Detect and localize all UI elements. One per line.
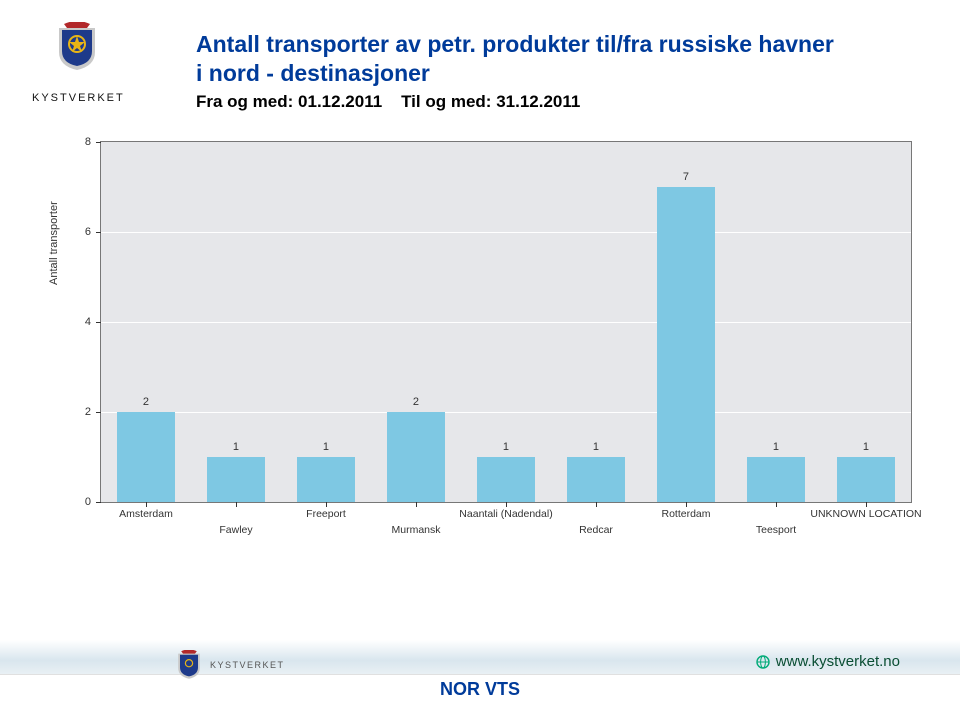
footer-center-text: NOR VTS — [0, 679, 960, 700]
footer-url[interactable]: www.kystverket.no — [776, 653, 900, 670]
plot-area: 024682Amsterdam1Fawley1Freeport2Murmansk… — [100, 141, 912, 503]
to-label: Til og med: — [401, 92, 491, 111]
y-axis-label: Antall transporter — [48, 201, 60, 285]
y-tick-label: 2 — [85, 406, 91, 418]
gridline — [101, 412, 911, 413]
y-tick-label: 6 — [85, 226, 91, 238]
x-tick-mark — [146, 502, 147, 507]
shield-icon — [176, 650, 202, 680]
x-tick-label: Fawley — [219, 524, 252, 536]
bar-value-label: 1 — [863, 441, 869, 453]
y-tick-mark — [96, 412, 101, 413]
x-tick-label: Rotterdam — [661, 508, 710, 520]
x-tick-label: Freeport — [306, 508, 346, 520]
page-title: Antall transporter av petr. produkter ti… — [196, 30, 836, 88]
y-tick-mark — [96, 322, 101, 323]
date-range: Fra og med: 01.12.2011 Til og med: 31.12… — [196, 92, 580, 112]
from-value: 01.12.2011 — [298, 92, 382, 111]
bar: 1 — [837, 457, 895, 502]
bar: 1 — [747, 457, 805, 502]
footer-brand: KYSTVERKET — [176, 650, 285, 680]
y-tick-mark — [96, 502, 101, 503]
slide: KYSTVERKET Antall transporter av petr. p… — [0, 0, 960, 710]
footer-url-wrap: www.kystverket.no — [756, 653, 900, 670]
y-tick-mark — [96, 232, 101, 233]
bar-value-label: 1 — [233, 441, 239, 453]
chart: Antall transporter 024682Amsterdam1Fawle… — [54, 135, 916, 575]
x-tick-mark — [866, 502, 867, 507]
bar: 1 — [477, 457, 535, 502]
globe-icon — [756, 655, 770, 669]
bar: 7 — [657, 187, 715, 502]
x-tick-mark — [236, 502, 237, 507]
bar: 1 — [297, 457, 355, 502]
y-tick-label: 0 — [85, 496, 91, 508]
y-tick-label: 4 — [85, 316, 91, 328]
x-tick-mark — [686, 502, 687, 507]
x-tick-label: Teesport — [756, 524, 796, 536]
x-tick-mark — [596, 502, 597, 507]
bar-value-label: 7 — [683, 171, 689, 183]
bar-value-label: 1 — [593, 441, 599, 453]
x-tick-label: Murmansk — [391, 524, 440, 536]
x-tick-label: Redcar — [579, 524, 613, 536]
brand-logo — [56, 22, 110, 86]
bar-value-label: 1 — [323, 441, 329, 453]
from-label: Fra og med: — [196, 92, 293, 111]
bar-value-label: 2 — [143, 396, 149, 408]
gridline — [101, 232, 911, 233]
bar: 2 — [387, 412, 445, 502]
x-tick-mark — [776, 502, 777, 507]
footer: KYSTVERKET NOR VTS www.kystverket.no — [0, 618, 960, 710]
shield-icon — [56, 22, 98, 72]
x-tick-mark — [326, 502, 327, 507]
y-tick-label: 8 — [85, 136, 91, 148]
x-tick-label: Naantali (Nadendal) — [459, 508, 552, 520]
gridline — [101, 322, 911, 323]
bar: 2 — [117, 412, 175, 502]
bar-value-label: 2 — [413, 396, 419, 408]
y-tick-mark — [96, 142, 101, 143]
x-tick-label: Amsterdam — [119, 508, 173, 520]
bar-value-label: 1 — [773, 441, 779, 453]
x-tick-label: UNKNOWN LOCATION — [810, 508, 921, 520]
bar: 1 — [567, 457, 625, 502]
x-tick-mark — [506, 502, 507, 507]
x-tick-mark — [416, 502, 417, 507]
to-value: 31.12.2011 — [496, 92, 580, 111]
footer-brand-text: KYSTVERKET — [210, 660, 285, 670]
bar-value-label: 1 — [503, 441, 509, 453]
brand-name: KYSTVERKET — [32, 92, 125, 104]
bar: 1 — [207, 457, 265, 502]
